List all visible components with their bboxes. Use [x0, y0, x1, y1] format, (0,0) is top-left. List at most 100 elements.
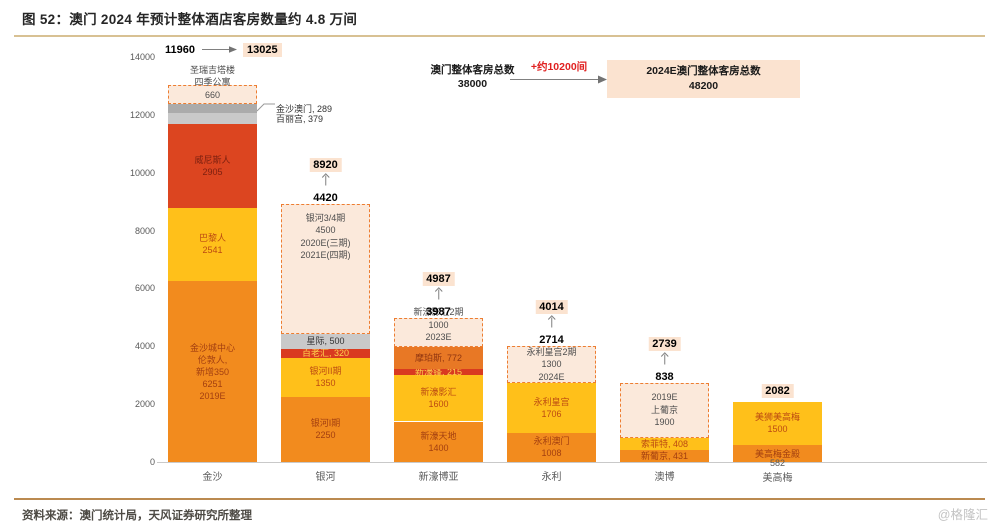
- segment-label-line: 百老汇, 320: [301, 348, 350, 359]
- segment-label-line: 1400: [428, 442, 449, 453]
- footer-divider-line: [14, 498, 985, 500]
- expansion-label-line: 2024E: [538, 371, 565, 382]
- flow-future-total-box: 2024E澳门整体客房总数 48200: [607, 60, 800, 98]
- bar-segment-金沙-1: 巴黎人 2541: [168, 207, 257, 282]
- x-axis-category-新濠博亚: 新濠博亚: [418, 472, 459, 483]
- segment-label-line: 美高梅金殿: [754, 448, 800, 459]
- callout-label: 百丽宫, 379: [276, 114, 324, 125]
- flow-future-total-label: 2024E澳门整体客房总数: [646, 65, 761, 77]
- figure-title: 图 52：澳门 2024 年预计整体酒店客房数量约 4.8 万间: [22, 12, 358, 27]
- segment-label-line: 2019E: [199, 390, 226, 401]
- expansion-label-line: 圣瑞吉塔楼: [189, 64, 235, 75]
- x-axis-line: [157, 462, 987, 463]
- below-bar-value-label: 582: [769, 458, 786, 468]
- future-total-value: 2082: [761, 383, 794, 398]
- current-total-value: 3987: [426, 305, 451, 318]
- expansion-label-line: 2023E: [425, 332, 452, 343]
- bar-segment-澳博-1: 索菲特, 408: [620, 437, 709, 450]
- flow-current-total: 澳门整体客房总数 38000: [420, 63, 525, 91]
- expansion-label-line: 1900: [654, 417, 675, 428]
- segment-label-line: 2541: [202, 245, 223, 256]
- flow-current-total-value: 38000: [457, 78, 488, 90]
- data-source-text: 资料来源：澳门统计局，天风证券研究所整理: [22, 510, 252, 522]
- segment-label-line: 摩珀斯, 772: [414, 352, 463, 363]
- current-total-value: 11960: [165, 44, 195, 56]
- y-axis-tick-label: 0: [149, 457, 155, 467]
- segment-label-line: 1008: [541, 448, 562, 459]
- segment-label-line: 索菲特, 408: [640, 438, 689, 449]
- x-axis-category-美高梅: 美高梅: [762, 473, 793, 484]
- future-total-value: 8920: [309, 157, 342, 172]
- up-arrow-icon: [546, 314, 556, 333]
- expansion-label-line: 660: [204, 89, 221, 100]
- bar-segment-新濠博亚-1: 新濠影汇 1600: [394, 375, 483, 422]
- flow-current-total-label: 澳门整体客房总数: [430, 64, 515, 76]
- segment-label-line: 银河II期: [309, 366, 342, 377]
- callout-leader-line: [256, 100, 276, 118]
- bar-segment-新濠博亚-0: 新濠天地 1400: [394, 421, 483, 462]
- bar-segment-银河-3: 星际, 500: [281, 334, 370, 349]
- current-total-value: 2714: [539, 333, 564, 346]
- expansion-label-line: 2019E: [651, 392, 678, 403]
- segment-label-line: 1350: [315, 378, 336, 389]
- expansion-label-line: 永利皇宫2期: [526, 346, 577, 357]
- bar-segment-美高梅-1: 美狮美高梅 1500: [733, 401, 822, 446]
- segment-label-line: 1600: [428, 399, 449, 410]
- future-total-value: 13025: [242, 43, 282, 57]
- title-divider-line: [14, 35, 985, 37]
- segment-label-line: 2250: [315, 430, 336, 441]
- segment-label-line: 永利澳门: [533, 436, 570, 447]
- bar-segment-新濠博亚-2: 新濠锋, 215: [394, 367, 483, 378]
- expansion-label-line: 上葡京: [650, 404, 678, 415]
- expansion-label-line: 1300: [541, 359, 562, 370]
- expansion-label-line: 2021E(四期): [300, 250, 351, 261]
- segment-label-line: 1500: [767, 424, 788, 435]
- expansion-label-line: 4500: [315, 225, 336, 236]
- y-axis-tick-label: 10000: [129, 167, 155, 178]
- flow-arrow-label: +约10200间: [530, 61, 588, 73]
- bar-segment-美高梅-0: 美高梅金殿: [733, 445, 822, 462]
- bar-segment-金沙-0: 金沙城中心 伦敦人, 新增350 6251 2019E: [168, 281, 257, 462]
- future-total-value: 2739: [648, 336, 681, 351]
- bar-segment-金沙-4: [168, 104, 257, 113]
- bar-segment-银河-2: 百老汇, 320: [281, 348, 370, 359]
- segment-label-line: 美狮美高梅: [754, 412, 800, 423]
- segment-label-line: 银河I期: [310, 418, 341, 429]
- expansion-dashed-box-澳博: 2019E 上葡京 1900: [620, 382, 709, 438]
- up-arrow-icon: [320, 173, 330, 191]
- segment-label-line: 巴黎人: [198, 233, 226, 244]
- segment-label-line: 永利皇宫: [533, 397, 570, 408]
- expansion-dashed-box-永利: 永利皇宫2期 1300 2024E: [507, 345, 596, 384]
- current-total-value: 838: [655, 370, 674, 383]
- bar-total-annotation-银河: 8920 4420: [309, 157, 342, 204]
- y-axis-tick-label: 2000: [134, 399, 155, 410]
- callout-label: 金沙澳门, 289: [276, 104, 333, 115]
- expansion-label-line: 四季公寓: [194, 77, 231, 88]
- expansion-label-line: 2020E(三期): [300, 237, 351, 248]
- y-axis-tick-label: 4000: [134, 341, 155, 352]
- segment-label-line: 1706: [541, 409, 562, 420]
- bar-total-annotation-新濠博亚: 4987 3987: [422, 271, 455, 318]
- current-total-value: 4420: [313, 191, 338, 204]
- segment-label-line: 新濠锋, 215: [414, 367, 463, 378]
- expansion-label-line: 银河3/4期: [305, 212, 346, 223]
- bar-segment-新濠博亚-3: 摩珀斯, 772: [394, 346, 483, 369]
- x-axis-category-永利: 永利: [541, 472, 562, 483]
- y-axis-tick-label: 12000: [129, 109, 155, 120]
- y-axis-tick-label: 6000: [134, 283, 155, 294]
- bar-segment-金沙-2: 威尼斯人 2905: [168, 123, 257, 208]
- y-axis-tick-label: 14000: [129, 52, 155, 62]
- bar-total-annotation-金沙: 11960 13025: [163, 41, 282, 59]
- future-total-value: 4987: [422, 271, 455, 286]
- bar-segment-永利-1: 永利皇宫 1706: [507, 383, 596, 433]
- expansion-label-line: 新濠影汇2期: [413, 307, 464, 318]
- bar-segment-澳博-0: 新葡京, 431: [620, 449, 709, 462]
- segment-label-line: 新葡京, 431: [640, 450, 689, 461]
- segment-label-line: 新濠影汇: [420, 387, 457, 398]
- segment-label-line: 新濠天地: [420, 430, 457, 441]
- watermark-gelonghui: @格隆汇: [937, 508, 988, 522]
- expansion-label-line: 1000: [428, 319, 449, 330]
- right-arrow-icon: [510, 72, 608, 90]
